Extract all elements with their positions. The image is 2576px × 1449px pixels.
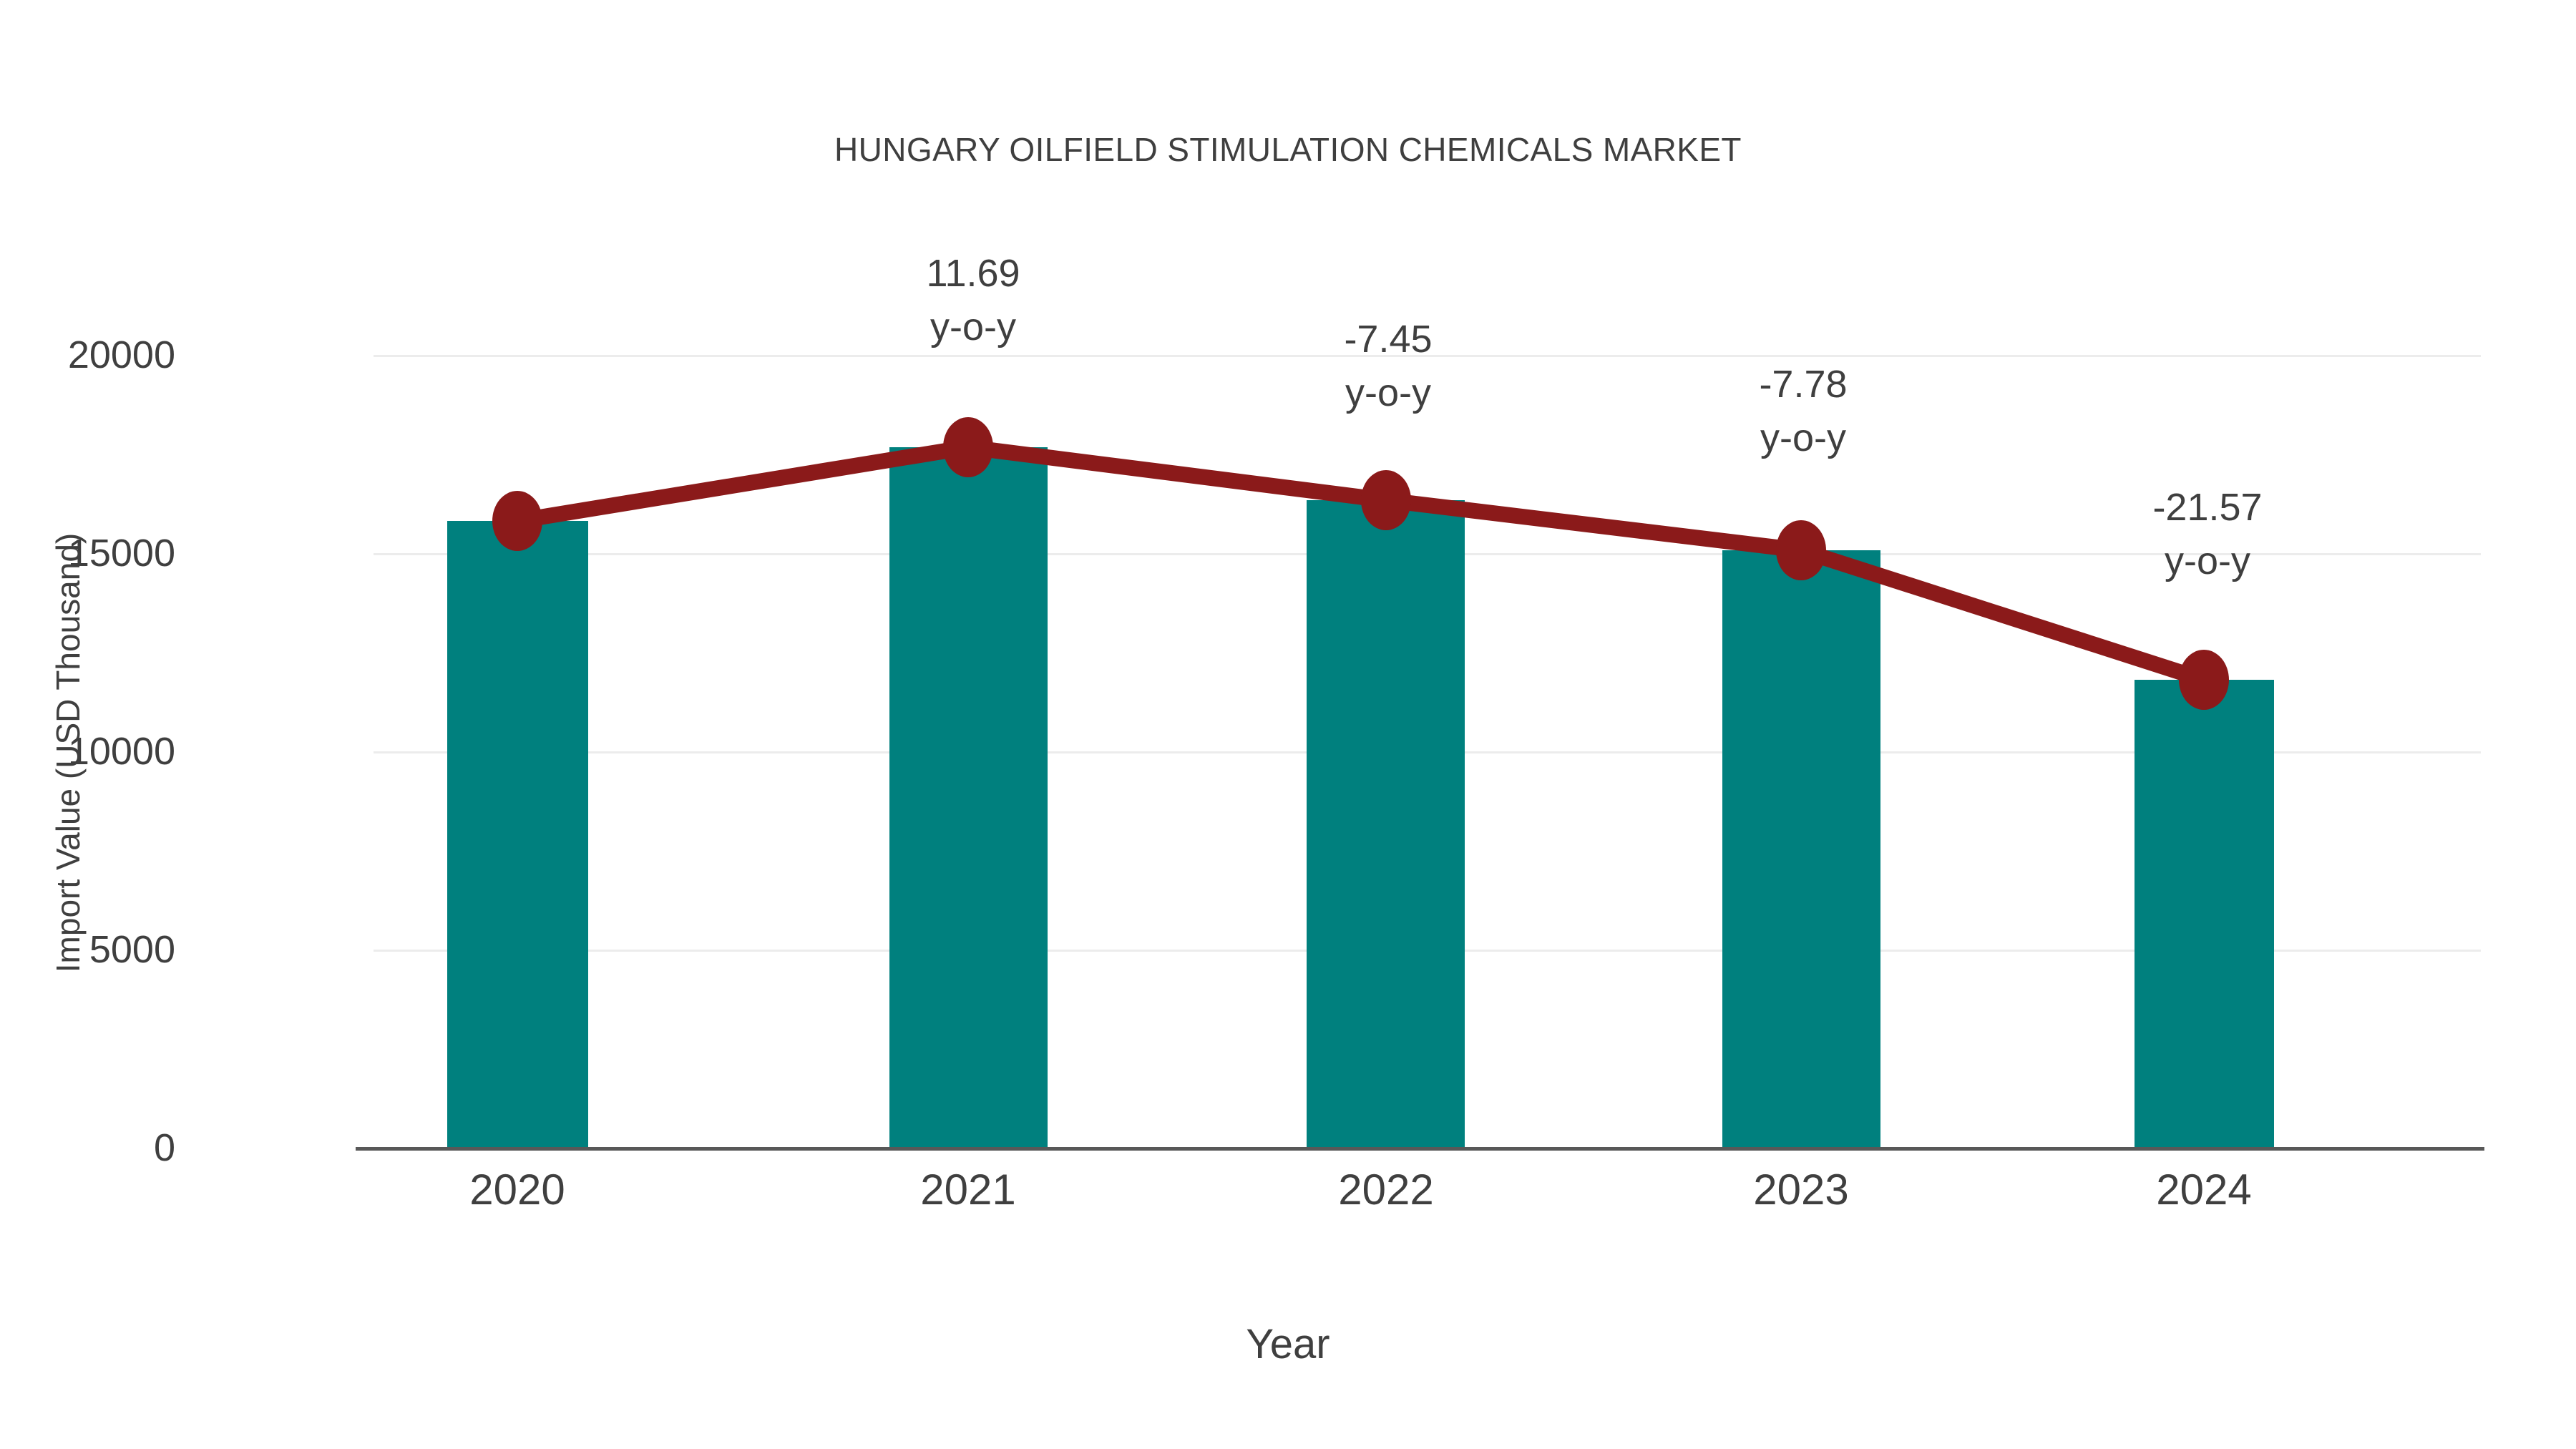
bar-2023[interactable] [1722,550,1880,1148]
data-label-2023-unit: y-o-y [1760,416,1846,459]
bar-2020[interactable] [447,521,588,1148]
x-tick-label-2024: 2024 [2156,1166,2252,1214]
data-label-2023-value: -7.78 [1759,363,1848,406]
gridline-20000 [374,355,2481,357]
x-axis-title: Year [1246,1321,1330,1367]
data-label-2023: -7.78 y-o-y [1617,358,1989,464]
bar-2024[interactable] [2135,680,2274,1148]
x-tick-label-2023: 2023 [1753,1166,1849,1214]
y-tick-label-10000: 10000 [67,730,175,773]
y-tick-label-20000: 20000 [67,333,175,376]
data-label-2024-value: -21.57 [2152,486,2263,529]
data-label-2022-value: -7.45 [1344,318,1433,361]
data-label-2024: -21.57 y-o-y [2021,481,2394,587]
y-tick-label-0: 0 [153,1126,175,1169]
bar-2022[interactable] [1307,500,1465,1148]
data-label-2024-unit: y-o-y [2165,539,2250,582]
data-label-2021-value: 11.69 [926,252,1020,295]
chart-title: HUNGARY OILFIELD STIMULATION CHEMICALS M… [834,131,1742,168]
data-label-2021-unit: y-o-y [930,305,1016,348]
data-label-2022: -7.45 y-o-y [1202,313,1574,419]
y-tick-label-15000: 15000 [67,532,175,575]
data-label-2021: 11.69 y-o-y [787,247,1159,353]
x-tick-label-2020: 2020 [469,1166,565,1214]
data-label-2022-unit: y-o-y [1345,371,1431,414]
y-tick-label-5000: 5000 [89,928,175,971]
x-axis-line [356,1147,2484,1151]
x-tick-label-2021: 2021 [920,1166,1016,1214]
x-tick-label-2022: 2022 [1338,1166,1434,1214]
bar-2021[interactable] [889,447,1048,1148]
